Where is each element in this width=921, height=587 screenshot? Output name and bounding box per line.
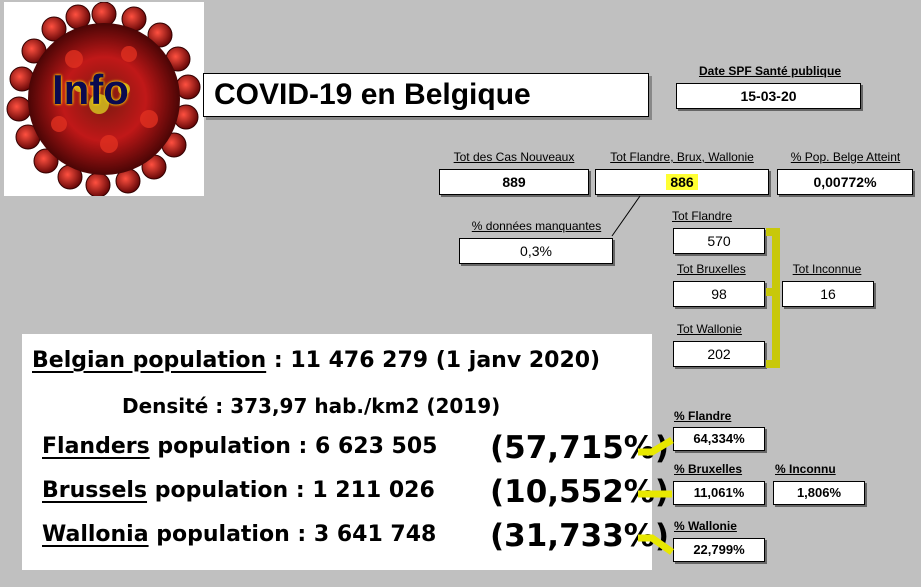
date-value: 15-03-20 xyxy=(676,83,861,109)
flandre-total-label: Tot Flandre xyxy=(672,209,733,223)
regions-bracket-bottom xyxy=(766,360,780,368)
brussels-population-label: Brussels xyxy=(42,478,148,503)
flanders-population-line: Flanders population : 6 623 505 xyxy=(42,434,437,459)
pct-bruxelles-value: 11,061% xyxy=(673,481,765,505)
logo-text: Info xyxy=(52,66,129,113)
info-logo: Info xyxy=(4,2,204,196)
regions-bracket-vertical xyxy=(772,228,780,368)
wallonia-pct-text: (31,733%) xyxy=(490,518,670,554)
brussels-pct-text: (10,552%) xyxy=(490,474,670,510)
regions-total-value: 886 xyxy=(595,169,769,195)
date-label: Date SPF Santé publique xyxy=(698,64,842,78)
pct-wallonie-label: % Wallonie xyxy=(674,519,737,533)
flanders-population-pct: (57,715%) xyxy=(490,430,669,466)
pop-pct-label: % Pop. Belge Atteint xyxy=(790,150,901,164)
pct-inconnu-label: % Inconnu xyxy=(775,462,836,476)
inconnue-total-label: Tot Inconnue xyxy=(792,262,862,276)
population-panel: Belgian population : 11 476 279 (1 janv … xyxy=(22,334,669,570)
belgian-population-value: : 11 476 279 (1 janv 2020) xyxy=(273,348,601,373)
pct-inconnu-value: 1,806% xyxy=(773,481,865,505)
bruxelles-total-value: 98 xyxy=(673,281,765,307)
regions-bracket-mid xyxy=(766,288,780,296)
regions-total-number: 886 xyxy=(666,174,698,190)
flandre-total-value: 570 xyxy=(673,228,765,254)
brussels-population-line: Brussels population : 1 211 026 xyxy=(42,478,435,503)
wallonie-total-value: 202 xyxy=(673,341,765,367)
density-line: Densité : 373,97 hab./km2 (2019) xyxy=(122,394,501,418)
inconnue-total-value: 16 xyxy=(782,281,874,307)
wallonia-population-line: Wallonia population : 3 641 748 xyxy=(42,522,436,547)
flanders-population-value: population : 6 623 505 xyxy=(157,434,438,459)
pct-wallonie-value: 22,799% xyxy=(673,538,765,562)
new-cases-label: Tot des Cas Nouveaux xyxy=(453,150,575,164)
belgian-population-line: Belgian population : 11 476 279 (1 janv … xyxy=(32,348,600,373)
pct-bruxelles-label: % Bruxelles xyxy=(674,462,743,476)
missing-data-label: % données manquantes xyxy=(471,219,602,233)
pop-pct-value: 0,00772% xyxy=(777,169,913,195)
regions-total-label: Tot Flandre, Brux, Wallonie xyxy=(610,150,754,164)
brussels-population-value: population : 1 211 026 xyxy=(154,478,435,503)
flanders-population-label: Flanders xyxy=(42,434,150,459)
flanders-pct-text: (57,715%) xyxy=(490,430,670,466)
wallonie-total-label: Tot Wallonie xyxy=(677,322,742,336)
wallonia-population-value: population : 3 641 748 xyxy=(156,522,437,547)
wallonia-population-label: Wallonia xyxy=(42,522,149,547)
bruxelles-total-label: Tot Bruxelles xyxy=(677,262,746,276)
pct-flandre-label: % Flandre xyxy=(674,409,732,423)
wallonia-population-pct: (31,733%) xyxy=(490,518,669,554)
missing-data-value: 0,3% xyxy=(459,238,613,264)
pct-flandre-value: 64,334% xyxy=(673,427,765,451)
page-title: COVID-19 en Belgique xyxy=(203,73,649,117)
connector-line xyxy=(611,195,641,237)
new-cases-value: 889 xyxy=(439,169,589,195)
brussels-population-pct: (10,552%) xyxy=(490,474,669,510)
coronavirus-icon xyxy=(6,2,201,196)
belgian-population-label: Belgian population xyxy=(32,348,267,373)
